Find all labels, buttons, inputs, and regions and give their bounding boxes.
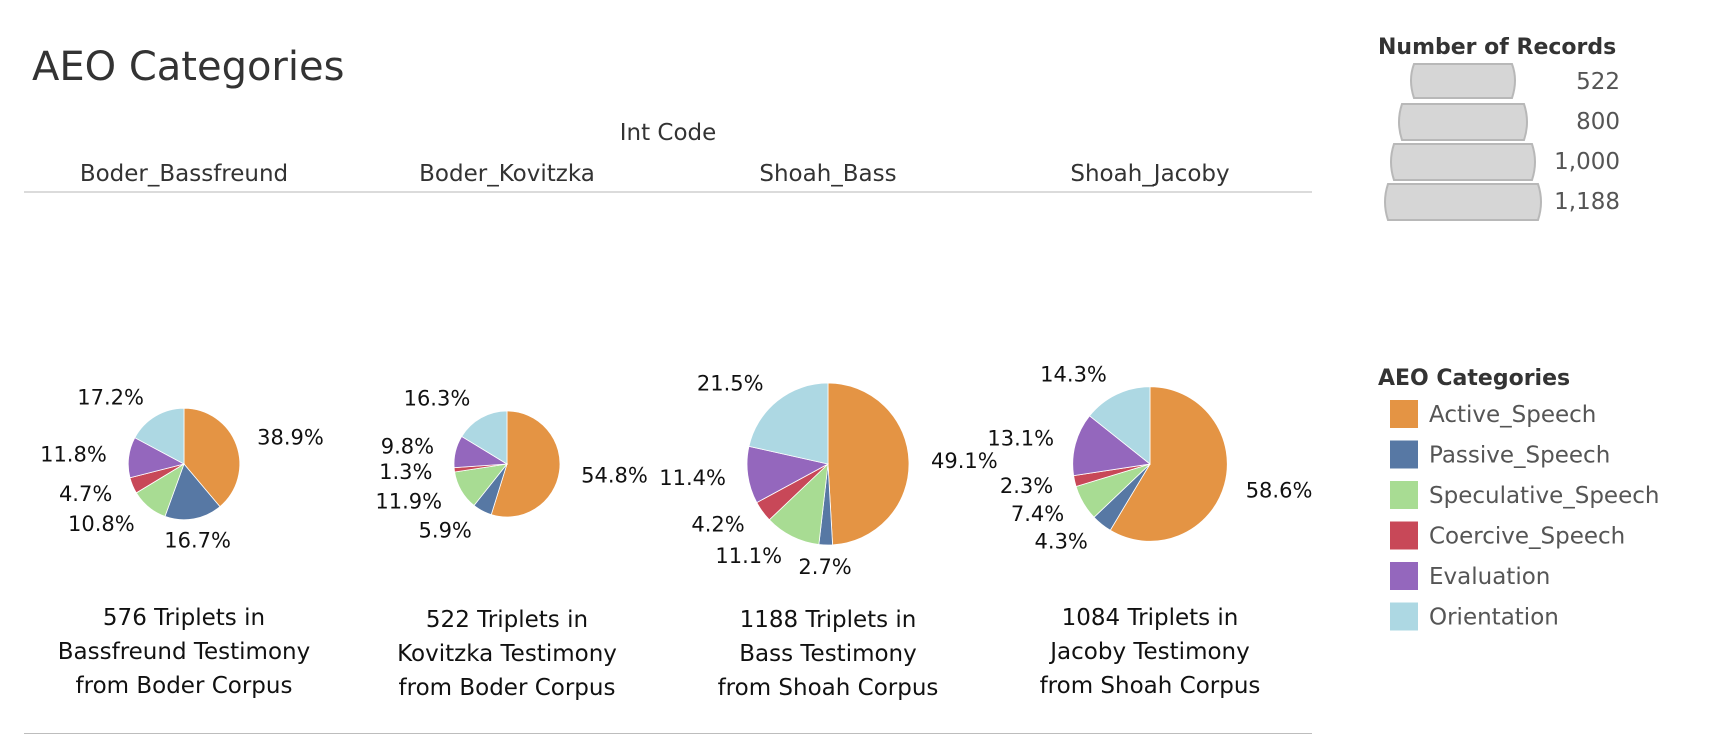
slice-label-coercive-speech: 4.7% bbox=[59, 482, 112, 506]
legend-swatch-speculative-speech[interactable] bbox=[1390, 481, 1418, 509]
pie-slice-orientation[interactable] bbox=[134, 407, 185, 465]
slice-label-orientation: 16.3% bbox=[404, 387, 471, 411]
size-legend-title: Number of Records bbox=[1378, 35, 1616, 60]
slice-label-passive-speech: 16.7% bbox=[164, 529, 231, 553]
size-legend: 522 800 1,000 1,188 bbox=[1384, 63, 1620, 221]
slice-label-speculative-speech: 11.1% bbox=[715, 544, 782, 568]
slice-label-passive-speech: 4.3% bbox=[1035, 530, 1088, 554]
slice-label-orientation: 14.3% bbox=[1040, 363, 1107, 387]
pie-caption-line: Bass Testimony bbox=[739, 641, 917, 667]
pie-caption-line: from Shoah Corpus bbox=[1040, 673, 1261, 699]
pie-3: 49.1% 2.7% 11.1% 4.2% 11.4% 21.5% 1188 Triplet… bbox=[659, 372, 997, 701]
slice-label-coercive-speech: 2.3% bbox=[1000, 474, 1053, 498]
slice-label-speculative-speech: 10.8% bbox=[68, 512, 135, 536]
legend-swatch-orientation[interactable] bbox=[1390, 602, 1418, 631]
legend-label-coercive-speech[interactable]: Coercive_Speech bbox=[1429, 524, 1625, 550]
pie-caption-line: 1188 Triplets in bbox=[740, 607, 917, 633]
slice-label-speculative-speech: 7.4% bbox=[1011, 502, 1064, 526]
slice-label-orientation: 21.5% bbox=[697, 372, 764, 396]
slice-label-passive-speech: 2.7% bbox=[798, 555, 851, 579]
legend-swatch-active-speech[interactable] bbox=[1390, 400, 1418, 428]
pie-1: 38.9% 16.7% 10.8% 4.7% 11.8% 17.2% 576 Triplet… bbox=[40, 385, 324, 699]
legend-label-passive-speech[interactable]: Passive_Speech bbox=[1429, 443, 1610, 469]
pie-caption-line: Jacoby Testimony bbox=[1048, 639, 1249, 665]
color-legend-title: AEO Categories bbox=[1378, 366, 1570, 391]
slice-label-orientation: 17.2% bbox=[77, 385, 144, 409]
pie-slice-orientation[interactable] bbox=[461, 410, 508, 465]
pie-slice-active-speech[interactable] bbox=[827, 382, 910, 546]
pie-caption-line: 1084 Triplets in bbox=[1062, 605, 1239, 631]
slice-label-active-speech: 38.9% bbox=[257, 425, 324, 449]
slice-label-evaluation: 13.1% bbox=[987, 426, 1054, 450]
legend-swatch-passive-speech[interactable] bbox=[1390, 440, 1418, 469]
pie-2: 54.8% 5.9% 11.9% 1.3%9.8% 16.3% 522 Triplets … bbox=[375, 387, 647, 701]
size-label-800: 800 bbox=[1576, 109, 1620, 135]
legend-label-orientation[interactable]: Orientation bbox=[1429, 605, 1559, 631]
pie-slice-orientation[interactable] bbox=[748, 382, 829, 465]
slice-label-evaluation: 11.4% bbox=[659, 466, 726, 490]
slice-label-active-speech: 54.8% bbox=[581, 463, 648, 487]
size-swatch-1000 bbox=[1390, 143, 1536, 181]
slice-label-coercive-speech: 4.2% bbox=[691, 513, 744, 537]
column-label-3: Shoah_Bass bbox=[759, 161, 896, 187]
column-label-2: Boder_Kovitzka bbox=[419, 161, 595, 187]
pie-caption-line: 576 Triplets in bbox=[103, 605, 265, 631]
slice-label-speculative-speech: 11.9% bbox=[375, 490, 442, 514]
slice-label-coercive-speech: 1.3% bbox=[379, 460, 432, 484]
color-legend: Active_Speech Passive_Speech Speculative_S… bbox=[1390, 400, 1659, 631]
slice-label-evaluation: 9.8% bbox=[381, 434, 434, 458]
pie-slice-active-speech[interactable] bbox=[1109, 386, 1228, 542]
size-swatch-800 bbox=[1398, 103, 1528, 141]
pie-panels: 38.9% 16.7% 10.8% 4.7% 11.8% 17.2% 576 Triplet… bbox=[40, 363, 1312, 701]
legend-swatch-evaluation[interactable] bbox=[1390, 562, 1418, 590]
pie-4: 58.6% 4.3% 7.4% 2.3% 13.1% 14.3% 1084 Triplets… bbox=[987, 363, 1312, 699]
slice-label-passive-speech: 5.9% bbox=[419, 518, 472, 542]
column-header: Int Code bbox=[620, 120, 717, 146]
sheet-title: AEO Categories bbox=[32, 44, 344, 90]
size-label-1188: 1,188 bbox=[1554, 189, 1620, 215]
slice-label-evaluation: 11.8% bbox=[40, 443, 107, 467]
pie-slice-orientation[interactable] bbox=[1088, 386, 1151, 465]
column-label-1: Boder_Bassfreund bbox=[80, 161, 288, 187]
legend-swatch-coercive-speech[interactable] bbox=[1390, 521, 1418, 550]
legend-label-speculative-speech[interactable]: Speculative_Speech bbox=[1429, 483, 1659, 509]
pie-caption-line: from Shoah Corpus bbox=[718, 675, 939, 701]
pie-slice-passive-speech[interactable] bbox=[164, 463, 221, 521]
pie-caption-line: from Boder Corpus bbox=[76, 673, 293, 699]
legend-label-evaluation[interactable]: Evaluation bbox=[1429, 564, 1550, 590]
size-swatch-522 bbox=[1410, 63, 1516, 99]
size-label-522: 522 bbox=[1576, 69, 1620, 95]
pie-caption-line: 522 Triplets in bbox=[426, 607, 588, 633]
pie-slice-active-speech[interactable] bbox=[183, 407, 241, 508]
pie-slice-active-speech[interactable] bbox=[490, 410, 561, 518]
slice-label-active-speech: 58.6% bbox=[1246, 479, 1313, 503]
size-swatch-1188 bbox=[1384, 183, 1542, 221]
legend-label-active-speech[interactable]: Active_Speech bbox=[1429, 402, 1596, 428]
size-label-1000: 1,000 bbox=[1554, 149, 1620, 175]
column-label-4: Shoah_Jacoby bbox=[1070, 161, 1229, 187]
slice-label-active-speech: 49.1% bbox=[931, 449, 998, 473]
pie-caption-line: from Boder Corpus bbox=[399, 675, 616, 701]
pie-caption-line: Bassfreund Testimony bbox=[58, 639, 310, 665]
pie-slice-evaluation[interactable] bbox=[1072, 415, 1151, 477]
pie-caption-line: Kovitzka Testimony bbox=[397, 641, 617, 667]
